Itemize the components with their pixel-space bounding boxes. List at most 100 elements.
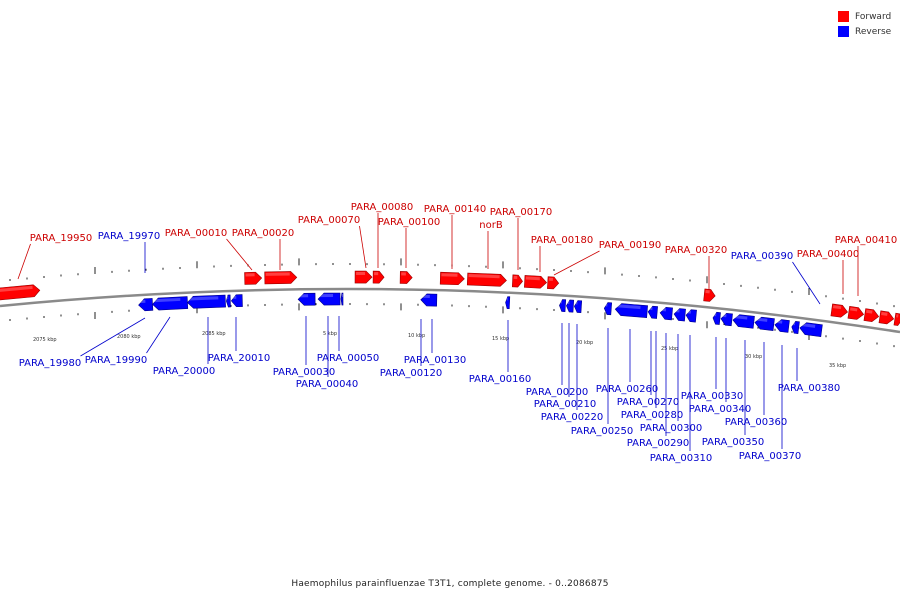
gene-label-para-00020[interactable]: PARA_00020 — [232, 228, 294, 239]
gene-label-para-00210[interactable]: PARA_00210 — [534, 399, 596, 410]
gene-forward[interactable] — [863, 308, 880, 323]
gene-label-para-19950[interactable]: PARA_19950 — [30, 233, 92, 244]
gene-forward[interactable] — [878, 310, 895, 325]
gene-para-00200[interactable] — [505, 296, 511, 310]
gene-para-00160[interactable] — [420, 293, 438, 307]
gene-para-00080[interactable] — [372, 270, 385, 284]
gene-arrow — [732, 314, 755, 329]
gene-para-00310[interactable] — [685, 309, 697, 323]
gene-para-00410[interactable] — [847, 305, 865, 320]
gene-label-para-00100[interactable]: PARA_00100 — [378, 217, 440, 228]
gene-label-para-00350[interactable]: PARA_00350 — [702, 437, 764, 448]
gene-label-para-00390[interactable]: PARA_00390 — [731, 251, 793, 262]
gene-reverse[interactable] — [226, 294, 231, 308]
gene-label-para-00310[interactable]: PARA_00310 — [650, 453, 712, 464]
gene-para-00390[interactable] — [799, 322, 823, 338]
gene-label-para-20010[interactable]: PARA_20010 — [208, 353, 270, 364]
gene-label-para-00080[interactable]: PARA_00080 — [351, 202, 413, 213]
gene-label-para-00260[interactable]: PARA_00260 — [596, 384, 658, 395]
gene-arrow — [340, 292, 344, 306]
gene-label-para-19980[interactable]: PARA_19980 — [19, 358, 81, 369]
gene-para-00290[interactable] — [659, 307, 673, 321]
gene-arrow — [138, 298, 154, 312]
gene-para-00020[interactable] — [264, 271, 298, 285]
gene-para-00030[interactable] — [230, 294, 243, 308]
gene-label-para-00050[interactable]: PARA_00050 — [317, 353, 379, 364]
gene-label-para-00160[interactable]: PARA_00160 — [469, 374, 531, 385]
gene-para-00050[interactable] — [317, 292, 341, 306]
gene-label-para-00290[interactable]: PARA_00290 — [627, 438, 689, 449]
gene-arrow-highlight — [575, 301, 578, 305]
gene-para-00340[interactable] — [720, 312, 733, 327]
gene-para-00370[interactable] — [774, 319, 790, 333]
gene-label-para-00190[interactable]: PARA_00190 — [599, 240, 661, 251]
gene-para-00360[interactable] — [754, 316, 775, 331]
scale-label: 25 kbp — [661, 346, 678, 352]
gene-norb[interactable] — [466, 272, 507, 287]
gene-label-para-00120[interactable]: PARA_00120 — [380, 368, 442, 379]
gene-label-para-00040[interactable]: PARA_00040 — [296, 379, 358, 390]
gene-label-para-00410[interactable]: PARA_00410 — [835, 235, 897, 246]
gene-label-para-00220[interactable]: PARA_00220 — [541, 412, 603, 423]
gene-arrow-highlight — [866, 309, 873, 314]
gene-label-para-00130[interactable]: PARA_00130 — [404, 355, 466, 366]
gene-label-para-00070[interactable]: PARA_00070 — [298, 215, 360, 226]
gene-para-00120[interactable] — [340, 292, 344, 306]
gene-label-para-00170[interactable]: PARA_00170 — [490, 207, 552, 218]
gene-para-00270[interactable] — [614, 303, 648, 318]
gene-arrow-highlight — [616, 304, 641, 310]
gene-para-00330[interactable] — [712, 311, 721, 325]
gene-label-para-00200[interactable]: PARA_00200 — [526, 387, 588, 398]
gene-arrow — [559, 299, 567, 313]
gene-arrow — [511, 274, 523, 288]
gene-label-para-20000[interactable]: PARA_20000 — [153, 366, 215, 377]
gene-label-para-00250[interactable]: PARA_00250 — [571, 426, 633, 437]
gene-para-00010[interactable] — [244, 271, 263, 285]
gene-para-00210[interactable] — [559, 299, 567, 313]
gene-arrow-highlight — [567, 300, 570, 304]
gene-para-00320[interactable] — [703, 288, 716, 302]
gene-para-00170[interactable] — [511, 274, 523, 288]
gene-label-norb[interactable]: norB — [479, 220, 503, 231]
gene-para-20010[interactable] — [186, 294, 226, 309]
gene-label-para-00340[interactable]: PARA_00340 — [689, 404, 751, 415]
gene-para-00380[interactable] — [791, 321, 800, 335]
gene-forward[interactable] — [893, 312, 900, 326]
gene-para-00190[interactable] — [547, 276, 560, 290]
gene-label-para-00300[interactable]: PARA_00300 — [640, 423, 702, 434]
gene-para-00400[interactable] — [830, 303, 848, 318]
gene-para-00280[interactable] — [647, 305, 658, 319]
gene-para-00350[interactable] — [732, 314, 755, 329]
gene-arrow-highlight — [245, 273, 255, 277]
gene-label-para-00370[interactable]: PARA_00370 — [739, 451, 801, 462]
gene-para-00260[interactable] — [603, 302, 613, 316]
gene-para-00180[interactable] — [524, 275, 548, 289]
gene-label-para-19990[interactable]: PARA_19990 — [85, 355, 147, 366]
gene-label-para-00140[interactable]: PARA_00140 — [424, 204, 486, 215]
gene-arrow — [354, 270, 373, 284]
gene-para-00070[interactable] — [354, 270, 373, 284]
gene-label-para-00010[interactable]: PARA_00010 — [165, 228, 227, 239]
gene-label-para-00180[interactable]: PARA_00180 — [531, 235, 593, 246]
gene-para-20000[interactable] — [152, 296, 189, 311]
gene-para-00250[interactable] — [574, 300, 583, 314]
gene-para-00040[interactable] — [297, 292, 316, 306]
gene-para-00300[interactable] — [673, 308, 686, 322]
gene-para-19990[interactable] — [138, 298, 154, 312]
gene-label-para-00380[interactable]: PARA_00380 — [778, 383, 840, 394]
gene-label-para-19970[interactable]: PARA_19970 — [98, 231, 160, 242]
gene-label-para-00360[interactable]: PARA_00360 — [725, 417, 787, 428]
gene-para-00100[interactable] — [399, 271, 413, 284]
gene-para-00220[interactable] — [566, 299, 575, 313]
gene-label-para-00320[interactable]: PARA_00320 — [665, 245, 727, 256]
gene-para-19950[interactable] — [0, 284, 41, 301]
gene-para-00140[interactable] — [439, 271, 465, 286]
gene-label-para-00030[interactable]: PARA_00030 — [273, 367, 335, 378]
gene-arrow-highlight — [232, 295, 237, 299]
gene-label-para-00270[interactable]: PARA_00270 — [617, 397, 679, 408]
gene-label-para-00280[interactable]: PARA_00280 — [621, 410, 683, 421]
gene-arrow — [791, 321, 800, 335]
gene-label-para-00330[interactable]: PARA_00330 — [681, 391, 743, 402]
gene-label-para-00400[interactable]: PARA_00400 — [797, 249, 859, 260]
scale-label: 5 kbp — [323, 331, 337, 337]
